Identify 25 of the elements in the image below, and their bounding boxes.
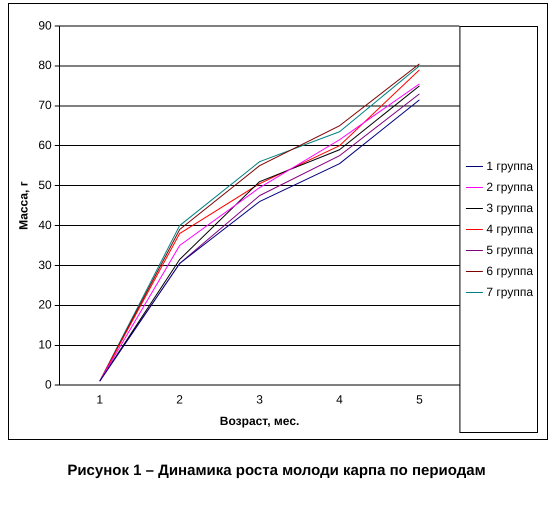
y-tick-label: 90 (38, 18, 52, 32)
y-tick-label: 60 (38, 138, 52, 152)
x-tick-label: 3 (256, 392, 264, 407)
legend-label: 2 группа (486, 180, 534, 194)
x-tick-label: 1 (96, 392, 104, 407)
legend-label: 3 группа (486, 200, 534, 215)
y-tick-label: 20 (38, 298, 52, 312)
y-tick-label: 40 (38, 218, 52, 232)
legend-label: 7 группа (486, 284, 534, 299)
y-axis-title: Масса, г (16, 181, 31, 230)
x-tick-label: 2 (176, 392, 184, 407)
text: Рисунок 1 – Динамика роста молоди карпа по периодам (66, 462, 487, 479)
y-tick-label: 10 (38, 338, 52, 352)
y-tick-label: 0 (45, 378, 52, 392)
x-tick-label: 4 (336, 392, 344, 407)
y-tick-label: 30 (38, 258, 52, 272)
legend-label: 5 группа (486, 242, 534, 257)
y-tick-label: 50 (38, 178, 52, 192)
y-tick-label: 70 (38, 98, 52, 112)
x-axis-title: Возраст, мес. (220, 414, 300, 428)
y-tick-label: 80 (38, 58, 52, 72)
legend-label: 1 группа (486, 158, 534, 173)
legend-label: 6 группа (486, 264, 534, 278)
x-tick-label: 5 (416, 392, 424, 407)
legend-label: 4 группа (486, 222, 534, 236)
